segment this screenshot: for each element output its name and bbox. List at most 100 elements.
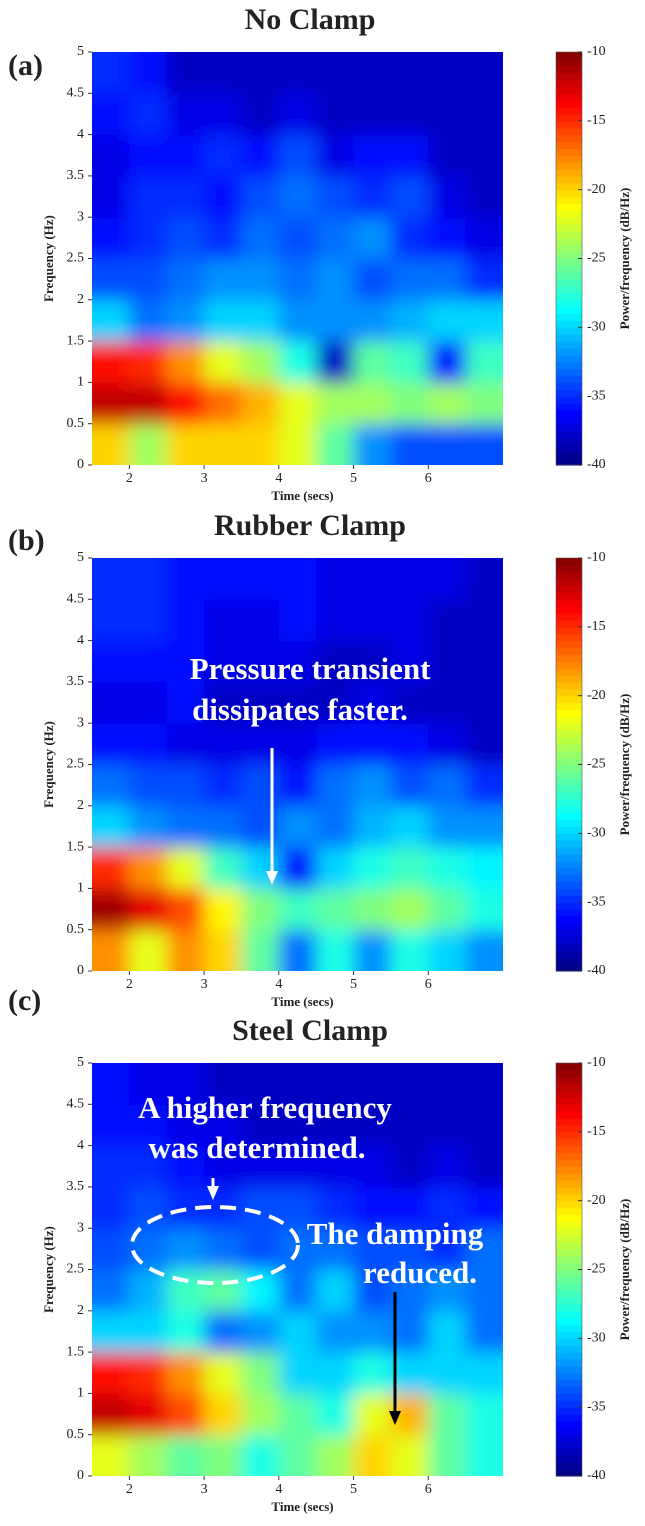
- colorbar-step: [556, 1241, 582, 1250]
- heatmap-cell: [204, 1310, 242, 1353]
- annotation: Pressure transient: [190, 651, 431, 686]
- colorbar-step: [556, 1358, 582, 1367]
- heatmap-cell: [92, 382, 130, 425]
- y-tick-label: 1: [77, 881, 84, 896]
- colorbar-step: [556, 1269, 582, 1277]
- colorbar-step: [556, 1097, 582, 1105]
- heatmap-cell: [278, 341, 317, 383]
- colorbar-tick-label: -25: [587, 251, 606, 266]
- heatmap-cell: [204, 599, 242, 642]
- colorbar-step: [556, 681, 582, 690]
- heatmap-cell: [278, 52, 317, 94]
- heatmap-cell: [428, 847, 467, 889]
- colorbar-step: [556, 1297, 582, 1305]
- heatmap-cell: [278, 1434, 317, 1476]
- panel: Steel Clamp (c) 0 0.5 1 1.5 2 2.5 3 3.5 4 4.5 5 2 3 4 5 6…: [8, 984, 632, 1514]
- colorbar-step: [556, 1118, 582, 1126]
- heatmap-cell: [129, 1310, 168, 1353]
- heatmap-cell: [166, 175, 205, 218]
- heatmap-cell: [278, 93, 317, 136]
- colorbar-step: [556, 127, 582, 136]
- heatmap-cell: [166, 1228, 205, 1270]
- heatmap-cell: [129, 1393, 168, 1436]
- heatmap-cell: [465, 1104, 503, 1147]
- heatmap-cell: [428, 299, 467, 342]
- heatmap-cell: [278, 1310, 317, 1353]
- colorbar: -10 -15 -20 -25 -30 -35 -40 Power/frequency (dB…: [555, 44, 632, 472]
- heatmap-cell: [92, 134, 130, 177]
- colorbar-tick-label: -15: [587, 113, 606, 128]
- heatmap-cells: [92, 1063, 503, 1476]
- colorbar-step: [556, 730, 582, 738]
- colorbar-step: [556, 1414, 582, 1422]
- colorbar-step: [556, 141, 582, 149]
- colorbar-step: [556, 633, 582, 642]
- heatmap-cell: [390, 341, 429, 383]
- colorbar-tick-label: -30: [587, 1331, 606, 1346]
- heatmap-cell: [204, 93, 242, 136]
- colorbar-step: [556, 833, 582, 841]
- colorbar-step: [556, 647, 582, 655]
- heatmap-cell: [465, 805, 503, 848]
- annotation: The damping: [307, 1216, 484, 1251]
- heatmap-cell: [465, 1393, 503, 1436]
- heatmap-cell: [390, 1145, 429, 1188]
- y-tick-label: 2: [77, 292, 84, 307]
- heatmap-cells: [92, 558, 503, 971]
- heatmap-cell: [316, 1352, 355, 1394]
- heatmap-cell: [353, 723, 392, 765]
- heatmap-cell: [428, 1104, 467, 1147]
- colorbar-step: [556, 175, 582, 184]
- heatmap-cell: [465, 423, 503, 465]
- colorbar-step: [556, 1310, 582, 1319]
- colorbar-step: [556, 258, 582, 266]
- colorbar-step: [556, 1131, 582, 1140]
- x-tick-label: 2: [126, 977, 133, 992]
- colorbar-step: [556, 675, 582, 683]
- colorbar-step: [556, 847, 582, 855]
- colorbar-step: [556, 1462, 582, 1470]
- arrow-head: [266, 871, 278, 885]
- heatmap-cell: [353, 1145, 392, 1188]
- heatmap-cell: [129, 764, 168, 807]
- heatmap-cell: [316, 888, 355, 931]
- heatmap-cell: [465, 1145, 503, 1188]
- heatmap-cell: [166, 599, 205, 642]
- heatmap-cell: [465, 764, 503, 807]
- y-tick-label: 0: [77, 1468, 84, 1483]
- heatmap-cell: [278, 599, 317, 642]
- panel: No Clamp (a) 0 0.5 1 1.5 2 2.5 3 3.5 4 4.5 5 2 3 4 5 6 Tim…: [8, 3, 632, 503]
- heatmap-cell: [241, 764, 280, 807]
- colorbar-step: [556, 1303, 582, 1312]
- colorbar-step: [556, 909, 582, 917]
- heatmap-cell: [428, 1269, 467, 1312]
- heatmap-cell: [129, 1269, 168, 1312]
- heatmap-cell: [278, 175, 317, 218]
- heatmap-cell: [278, 888, 317, 931]
- heatmap-cell: [428, 681, 467, 724]
- heatmap-cell: [204, 423, 242, 465]
- heatmap-cell: [316, 1228, 355, 1270]
- colorbar-tick-label: -25: [587, 1262, 606, 1277]
- colorbar-step: [556, 1400, 582, 1408]
- y-tick-label: 3.5: [67, 674, 85, 689]
- y-tick-label: 2: [77, 798, 84, 813]
- heatmap-cell: [241, 723, 280, 765]
- heatmap-cell: [390, 888, 429, 931]
- heatmap-cell: [316, 341, 355, 383]
- colorbar-step: [556, 1290, 582, 1298]
- colorbar-step: [556, 52, 582, 60]
- colorbar-step: [556, 1186, 582, 1195]
- heatmap-cell: [428, 805, 467, 848]
- heatmap-cell: [353, 382, 392, 425]
- heatmap-cell: [129, 929, 168, 971]
- heatmap-cell: [353, 258, 392, 301]
- colorbar-step: [556, 409, 582, 418]
- heatmap-cell: [353, 558, 392, 600]
- y-tick-label: 1.5: [67, 333, 85, 348]
- y-axis-label: Frequency (Hz): [41, 215, 56, 302]
- heatmap-cell: [129, 681, 168, 724]
- heatmap-cell: [353, 1310, 392, 1353]
- heatmap-cell: [278, 847, 317, 889]
- colorbar-step: [556, 437, 582, 445]
